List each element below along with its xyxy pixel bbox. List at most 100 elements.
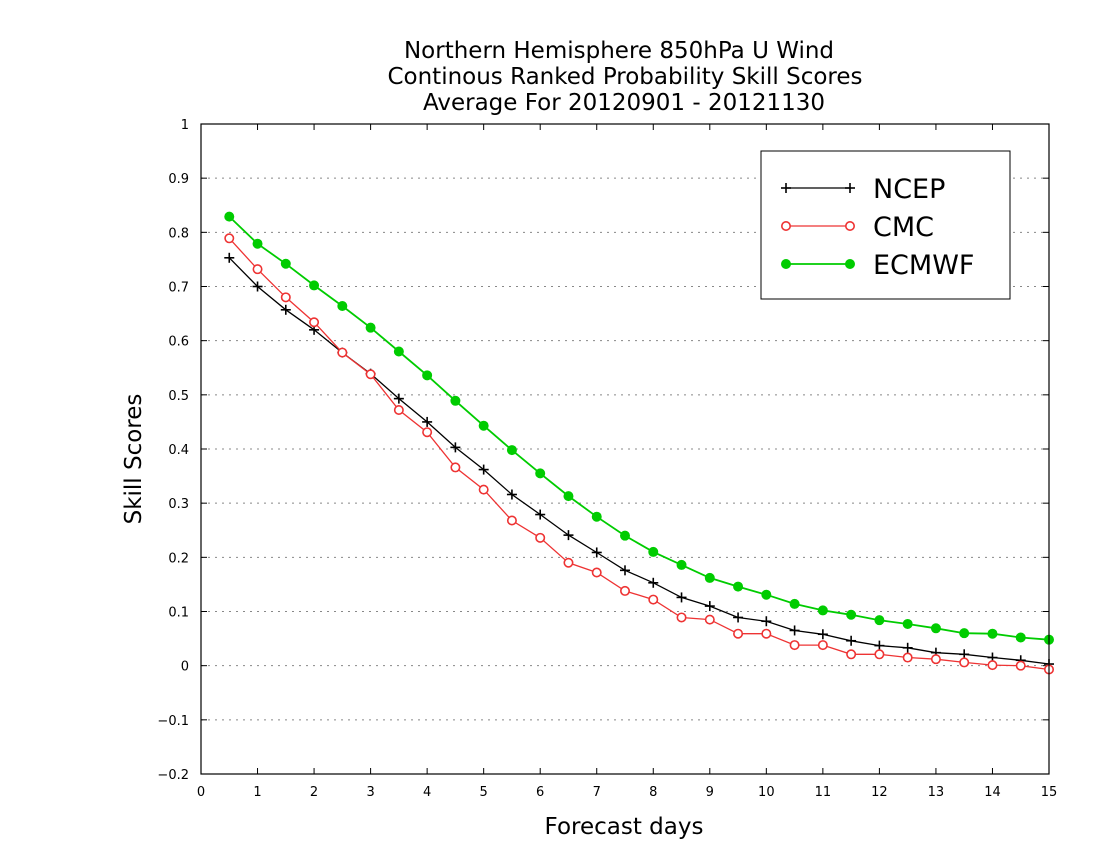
data-point-ncep	[733, 612, 744, 623]
title-line-2: Continous Ranked Probability Skill Score…	[387, 64, 862, 90]
y-tick-label: 0.4	[168, 443, 189, 458]
x-tick-label: 12	[871, 785, 888, 800]
x-tick-label: 4	[423, 785, 431, 800]
data-point-cmc	[817, 640, 828, 651]
data-point-cmc	[704, 614, 715, 625]
data-point-ecmwf	[478, 420, 489, 431]
legend-entries: NCEP CMC ECMWF	[780, 174, 974, 281]
data-point-ecmwf	[676, 559, 687, 570]
y-tick-label: −0.2	[157, 768, 189, 783]
series-ecmwf	[224, 211, 1054, 645]
data-point-cmc	[309, 317, 320, 328]
data-point-ncep	[393, 393, 404, 404]
x-tick-label: 14	[984, 785, 1001, 800]
data-point-ecmwf	[902, 618, 913, 629]
x-tick-label: 2	[310, 785, 318, 800]
data-point-cmc	[422, 427, 433, 438]
data-point-cmc	[365, 369, 376, 380]
y-tick-label: 0.1	[168, 606, 189, 621]
data-point-ecmwf	[648, 546, 659, 557]
data-point-ncep	[874, 640, 885, 651]
legend-item-ecmwf: ECMWF	[781, 250, 974, 281]
y-tick-label: 0.7	[168, 281, 189, 296]
legend-marker-end-ecmwf	[845, 259, 855, 269]
y-tick-label: 0.3	[168, 497, 189, 512]
x-tick-label: 5	[480, 785, 488, 800]
data-point-ecmwf	[450, 395, 461, 406]
data-point-cmc	[478, 484, 489, 495]
x-tick-label: 8	[649, 785, 657, 800]
series-ncep	[224, 252, 1054, 670]
legend-item-ncep: NCEP	[781, 174, 945, 205]
data-point-ecmwf	[874, 615, 885, 626]
data-point-ncep	[789, 625, 800, 636]
y-axis-label: Skill Scores	[121, 394, 147, 525]
data-point-cmc	[846, 649, 857, 660]
data-point-ncep	[478, 464, 489, 475]
data-point-cmc	[733, 628, 744, 639]
legend-marker-start-ecmwf	[781, 259, 791, 269]
chart-title: Northern Hemisphere 850hPa U Wind Contin…	[387, 38, 862, 116]
data-point-ecmwf	[704, 572, 715, 583]
y-tick-label: −0.1	[157, 714, 189, 729]
legend-marker-end-cmc	[844, 221, 855, 232]
legend-label-ecmwf: ECMWF	[873, 250, 974, 281]
data-point-ecmwf	[365, 322, 376, 333]
data-point-cmc	[393, 404, 404, 415]
legend-marker-start-ncep	[781, 183, 791, 193]
data-point-cmc	[874, 649, 885, 660]
data-point-ncep	[252, 281, 263, 292]
data-point-ecmwf	[733, 581, 744, 592]
title-line-3: Average For 20120901 - 20121130	[423, 90, 825, 116]
data-point-ecmwf	[535, 468, 546, 479]
data-point-ecmwf	[817, 605, 828, 616]
series-line-cmc	[228, 237, 1050, 671]
data-point-cmc	[224, 233, 235, 244]
data-point-ncep	[648, 577, 659, 588]
data-point-ecmwf	[252, 238, 263, 249]
data-point-ecmwf	[930, 623, 941, 634]
data-point-cmc	[648, 594, 659, 605]
x-tick-label: 7	[593, 785, 601, 800]
data-point-ecmwf	[563, 491, 574, 502]
title-line-1: Northern Hemisphere 850hPa U Wind	[404, 38, 834, 64]
x-tick-label: 10	[758, 785, 775, 800]
data-point-ncep	[902, 642, 913, 653]
x-axis-label: Forecast days	[545, 814, 704, 840]
x-tick-label: 9	[706, 785, 714, 800]
plot-frame	[200, 123, 1050, 775]
data-point-ecmwf	[1015, 632, 1026, 643]
data-point-cmc	[987, 660, 998, 671]
data-point-cmc	[902, 652, 913, 663]
data-point-ecmwf	[337, 301, 348, 311]
data-point-ecmwf	[846, 609, 857, 620]
y-tick-label: 0.8	[168, 226, 189, 241]
data-point-cmc	[676, 612, 687, 623]
x-tick-label: 11	[815, 785, 832, 800]
data-point-cmc	[252, 264, 263, 275]
data-point-cmc	[959, 657, 970, 668]
legend-marker-start-cmc	[780, 221, 791, 232]
legend-box	[760, 150, 1011, 300]
legend-marker-end-ncep	[845, 183, 855, 193]
data-point-ecmwf	[761, 589, 772, 600]
data-point-ncep	[817, 629, 828, 640]
data-point-cmc	[450, 462, 461, 473]
data-point-ecmwf	[422, 370, 433, 381]
series-cmc	[224, 233, 1055, 675]
data-point-cmc	[563, 557, 574, 568]
y-tick-label: 1	[181, 118, 189, 133]
data-point-cmc	[280, 292, 291, 303]
data-point-ncep	[676, 592, 687, 603]
legend-item-cmc: CMC	[780, 212, 934, 243]
x-tick-label: 1	[253, 785, 261, 800]
data-point-cmc	[337, 347, 348, 358]
data-point-cmc	[535, 532, 546, 543]
x-tick-label: 0	[197, 785, 205, 800]
data-point-cmc	[1015, 660, 1026, 671]
data-point-ecmwf	[620, 530, 630, 541]
gridlines	[201, 177, 1049, 721]
x-tick-label: 13	[928, 785, 945, 800]
y-tick-label: 0.9	[168, 172, 189, 187]
